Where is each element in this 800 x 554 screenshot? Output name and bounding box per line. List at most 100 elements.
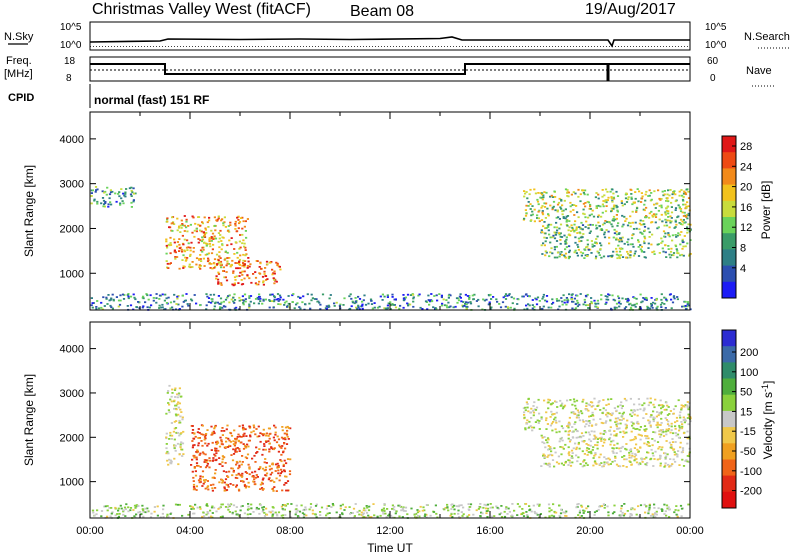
echo-cell [612, 219, 615, 222]
echo-cell [175, 404, 178, 407]
echo-cell [576, 503, 579, 506]
echo-cell [426, 308, 429, 311]
echo-cell [669, 458, 672, 460]
echo-cell [213, 266, 216, 269]
echo-cell [579, 251, 582, 254]
echo-cell [683, 190, 686, 193]
echo-cell [176, 245, 179, 248]
echo-cell [664, 458, 667, 460]
echo-cell [328, 305, 331, 308]
echo-cell [178, 243, 181, 246]
echo-cell [201, 236, 204, 239]
echo-cell [241, 424, 244, 427]
echo-cell [587, 307, 590, 309]
echo-cell [599, 409, 602, 411]
echo-cell [239, 246, 242, 249]
echo-cell [529, 411, 533, 414]
echo-cell [633, 403, 636, 406]
echo-cell [167, 243, 170, 246]
echo-cell [684, 191, 687, 194]
echo-cell [581, 224, 585, 226]
echo-cell [165, 412, 168, 415]
echo-cell [539, 192, 542, 194]
echo-cell [271, 471, 274, 474]
echo-cell [674, 234, 677, 236]
echo-cell [578, 411, 581, 414]
echo-cell [273, 424, 276, 427]
echo-cell [605, 404, 608, 406]
echo-cell [146, 510, 149, 513]
echo-cell [207, 301, 210, 303]
echo-cell [573, 204, 576, 206]
echo-cell [581, 440, 584, 443]
echo-cell [556, 229, 559, 232]
echo-cell [634, 428, 637, 430]
echo-cell [212, 238, 215, 240]
echo-cell [300, 504, 303, 507]
echo-cell [661, 429, 664, 431]
echo-cell [669, 189, 672, 191]
echo-cell [215, 219, 218, 222]
echo-cell [185, 246, 189, 249]
echo-cell [279, 298, 282, 301]
echo-cell [283, 459, 286, 462]
echo-cell [685, 205, 688, 208]
echo-cell [524, 503, 528, 505]
echo-cell [675, 223, 678, 226]
echo-cell [543, 202, 546, 205]
echo-cell [232, 270, 235, 273]
echo-cell [681, 447, 685, 449]
echo-cell [536, 217, 539, 219]
echo-cell [522, 295, 525, 298]
echo-cell [537, 422, 540, 424]
echo-cell [660, 407, 663, 410]
echo-cell [650, 414, 653, 417]
echo-cell [450, 513, 453, 516]
echo-cell [238, 222, 241, 225]
echo-cell [227, 506, 230, 509]
echo-cell [565, 246, 568, 248]
echo-cell [169, 252, 172, 255]
echo-cell [244, 260, 247, 262]
echo-cell [585, 507, 588, 510]
echo-cell [631, 439, 634, 441]
echo-cell [607, 463, 610, 466]
echo-cell [265, 279, 268, 281]
echo-cell [660, 306, 663, 308]
echo-cell [197, 241, 200, 244]
echo-cell [553, 418, 556, 421]
echo-cell [214, 472, 217, 475]
echo-cell [571, 307, 574, 310]
echo-cell [640, 245, 643, 248]
echo-cell [564, 252, 568, 255]
echo-cell [663, 452, 666, 455]
echo-cell [243, 264, 246, 267]
echo-cell [237, 215, 240, 218]
echo-cell [302, 516, 305, 519]
echo-cell [192, 250, 195, 253]
echo-cell [225, 264, 228, 267]
echo-cell [604, 199, 607, 201]
echo-cell [576, 305, 579, 308]
echo-cell [605, 420, 608, 423]
echo-cell [643, 223, 646, 225]
echo-cell [575, 252, 578, 254]
echo-cell [213, 506, 216, 509]
echo-cell [588, 422, 592, 424]
echo-cell [188, 265, 191, 268]
echo-cell [279, 472, 282, 475]
echo-cell [686, 404, 689, 407]
echo-cell [206, 221, 209, 224]
colorbar-segment [722, 152, 736, 169]
echo-cell [579, 200, 582, 203]
echo-cell [131, 191, 134, 194]
echo-cell [301, 512, 304, 515]
echo-cell [619, 254, 623, 256]
echo-cell [665, 207, 668, 210]
echo-cell [92, 511, 95, 514]
echo-cell [541, 205, 544, 207]
echo-cell [635, 302, 638, 305]
echo-cell [587, 409, 590, 412]
echo-cell [612, 236, 615, 239]
echo-cell [283, 301, 287, 304]
